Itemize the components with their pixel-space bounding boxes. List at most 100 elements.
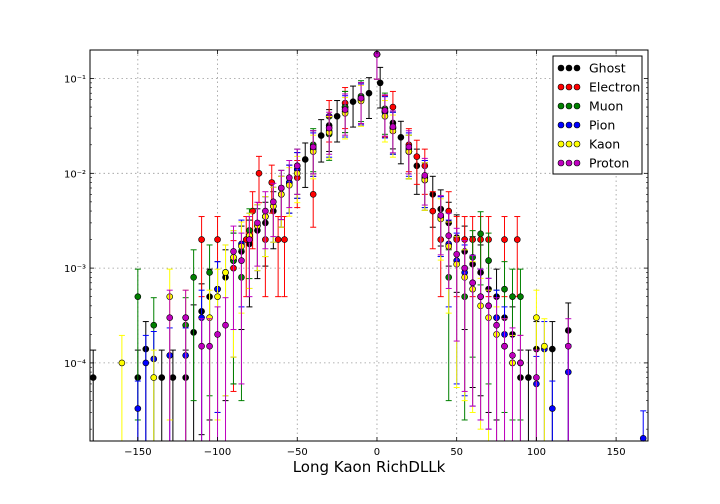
data-point bbox=[325, 124, 333, 132]
data-point bbox=[150, 374, 158, 381]
data-point bbox=[262, 207, 269, 215]
legend-marker bbox=[557, 83, 565, 91]
data-point bbox=[485, 257, 492, 264]
y-tick-label: 10⁻⁴ bbox=[64, 359, 86, 370]
data-point bbox=[198, 236, 205, 243]
data-point bbox=[477, 293, 484, 300]
data-point bbox=[437, 212, 445, 219]
legend: Ghost Electron Muon Pion Kaon Proton bbox=[552, 55, 643, 175]
data-point bbox=[413, 153, 421, 160]
legend-marker bbox=[557, 64, 565, 72]
legend-marker bbox=[565, 159, 573, 167]
x-tick-label: 50 bbox=[450, 447, 463, 458]
data-point bbox=[509, 352, 516, 359]
data-point bbox=[533, 314, 540, 321]
data-point bbox=[397, 133, 405, 141]
data-point bbox=[376, 79, 384, 87]
legend-label: Muon bbox=[589, 99, 623, 114]
legend-item-muon: Muon bbox=[557, 99, 623, 114]
data-point bbox=[281, 236, 288, 243]
data-point bbox=[255, 170, 263, 177]
data-point bbox=[214, 236, 221, 243]
legend-item-electron: Electron bbox=[557, 80, 640, 95]
data-point bbox=[222, 321, 229, 329]
legend-marker bbox=[557, 140, 565, 148]
x-tick-label: 0 bbox=[374, 447, 380, 458]
data-point bbox=[169, 374, 177, 381]
data-point bbox=[421, 172, 429, 179]
data-point bbox=[254, 219, 261, 227]
data-point bbox=[405, 143, 413, 151]
data-point bbox=[501, 236, 508, 243]
legend-marker bbox=[557, 102, 565, 110]
data-point bbox=[513, 236, 521, 243]
plot-data bbox=[89, 49, 647, 442]
data-point bbox=[453, 250, 460, 258]
legend-label: Ghost bbox=[589, 61, 626, 76]
data-point bbox=[278, 184, 285, 192]
data-point bbox=[268, 179, 276, 186]
data-point bbox=[206, 342, 213, 350]
data-point bbox=[190, 273, 197, 281]
legend-marker bbox=[565, 64, 573, 72]
x-axis-label: Long Kaon RichDLLk bbox=[293, 458, 446, 476]
data-point bbox=[477, 230, 484, 238]
data-point bbox=[293, 162, 301, 170]
legend-marker bbox=[565, 83, 573, 91]
data-point bbox=[301, 156, 309, 163]
legend-marker bbox=[565, 140, 573, 148]
data-point bbox=[541, 342, 548, 350]
data-point bbox=[509, 293, 516, 300]
data-point bbox=[389, 103, 397, 111]
legend-marker bbox=[573, 102, 581, 110]
x-tick-label: −150 bbox=[124, 447, 151, 458]
data-point bbox=[549, 345, 556, 353]
data-point bbox=[333, 112, 341, 120]
data-point bbox=[238, 257, 245, 264]
data-point bbox=[341, 106, 349, 113]
plot-frame bbox=[89, 49, 649, 442]
data-point bbox=[357, 94, 365, 102]
data-point bbox=[214, 293, 221, 300]
x-tick-label: 150 bbox=[607, 447, 626, 458]
data-point bbox=[142, 359, 150, 367]
data-point bbox=[525, 374, 532, 381]
data-point bbox=[166, 314, 174, 321]
x-tick-label: −100 bbox=[204, 447, 231, 458]
legend-marker bbox=[573, 83, 581, 91]
data-point bbox=[150, 321, 158, 329]
data-point bbox=[517, 359, 524, 367]
data-point bbox=[206, 269, 213, 276]
data-point bbox=[365, 89, 373, 97]
data-point bbox=[469, 279, 476, 287]
legend-label: Proton bbox=[589, 156, 629, 171]
y-tick-label: 10⁻¹ bbox=[64, 75, 86, 86]
data-point bbox=[309, 143, 317, 151]
legend-marker bbox=[565, 121, 573, 129]
data-point bbox=[182, 314, 189, 321]
y-tick-label: 10⁻² bbox=[64, 169, 86, 180]
legend-item-proton: Proton bbox=[557, 156, 629, 171]
axis-ticks: −150 −100 −50 0 50 100 150 10⁻⁴ 10⁻³ 10⁻² 10⁻¹ bbox=[64, 49, 648, 458]
data-point bbox=[274, 236, 282, 243]
legend-item-pion: Pion bbox=[557, 118, 615, 133]
legend-marker bbox=[573, 140, 581, 148]
data-point bbox=[445, 232, 453, 239]
data-point bbox=[389, 123, 397, 131]
data-point bbox=[429, 207, 437, 215]
data-point bbox=[309, 191, 317, 198]
y-tick-label: 10⁻³ bbox=[64, 264, 86, 275]
legend-label: Pion bbox=[589, 118, 615, 133]
data-point bbox=[501, 342, 508, 350]
data-point bbox=[549, 405, 556, 412]
data-point bbox=[270, 198, 277, 206]
x-tick-label: −50 bbox=[287, 447, 308, 458]
data-point bbox=[517, 293, 524, 300]
data-point bbox=[501, 285, 508, 293]
legend-marker bbox=[573, 64, 581, 72]
legend-box bbox=[552, 55, 643, 175]
data-point bbox=[485, 302, 492, 310]
legend-marker bbox=[565, 102, 573, 110]
data-point bbox=[222, 269, 229, 276]
legend-label: Kaon bbox=[589, 137, 620, 152]
